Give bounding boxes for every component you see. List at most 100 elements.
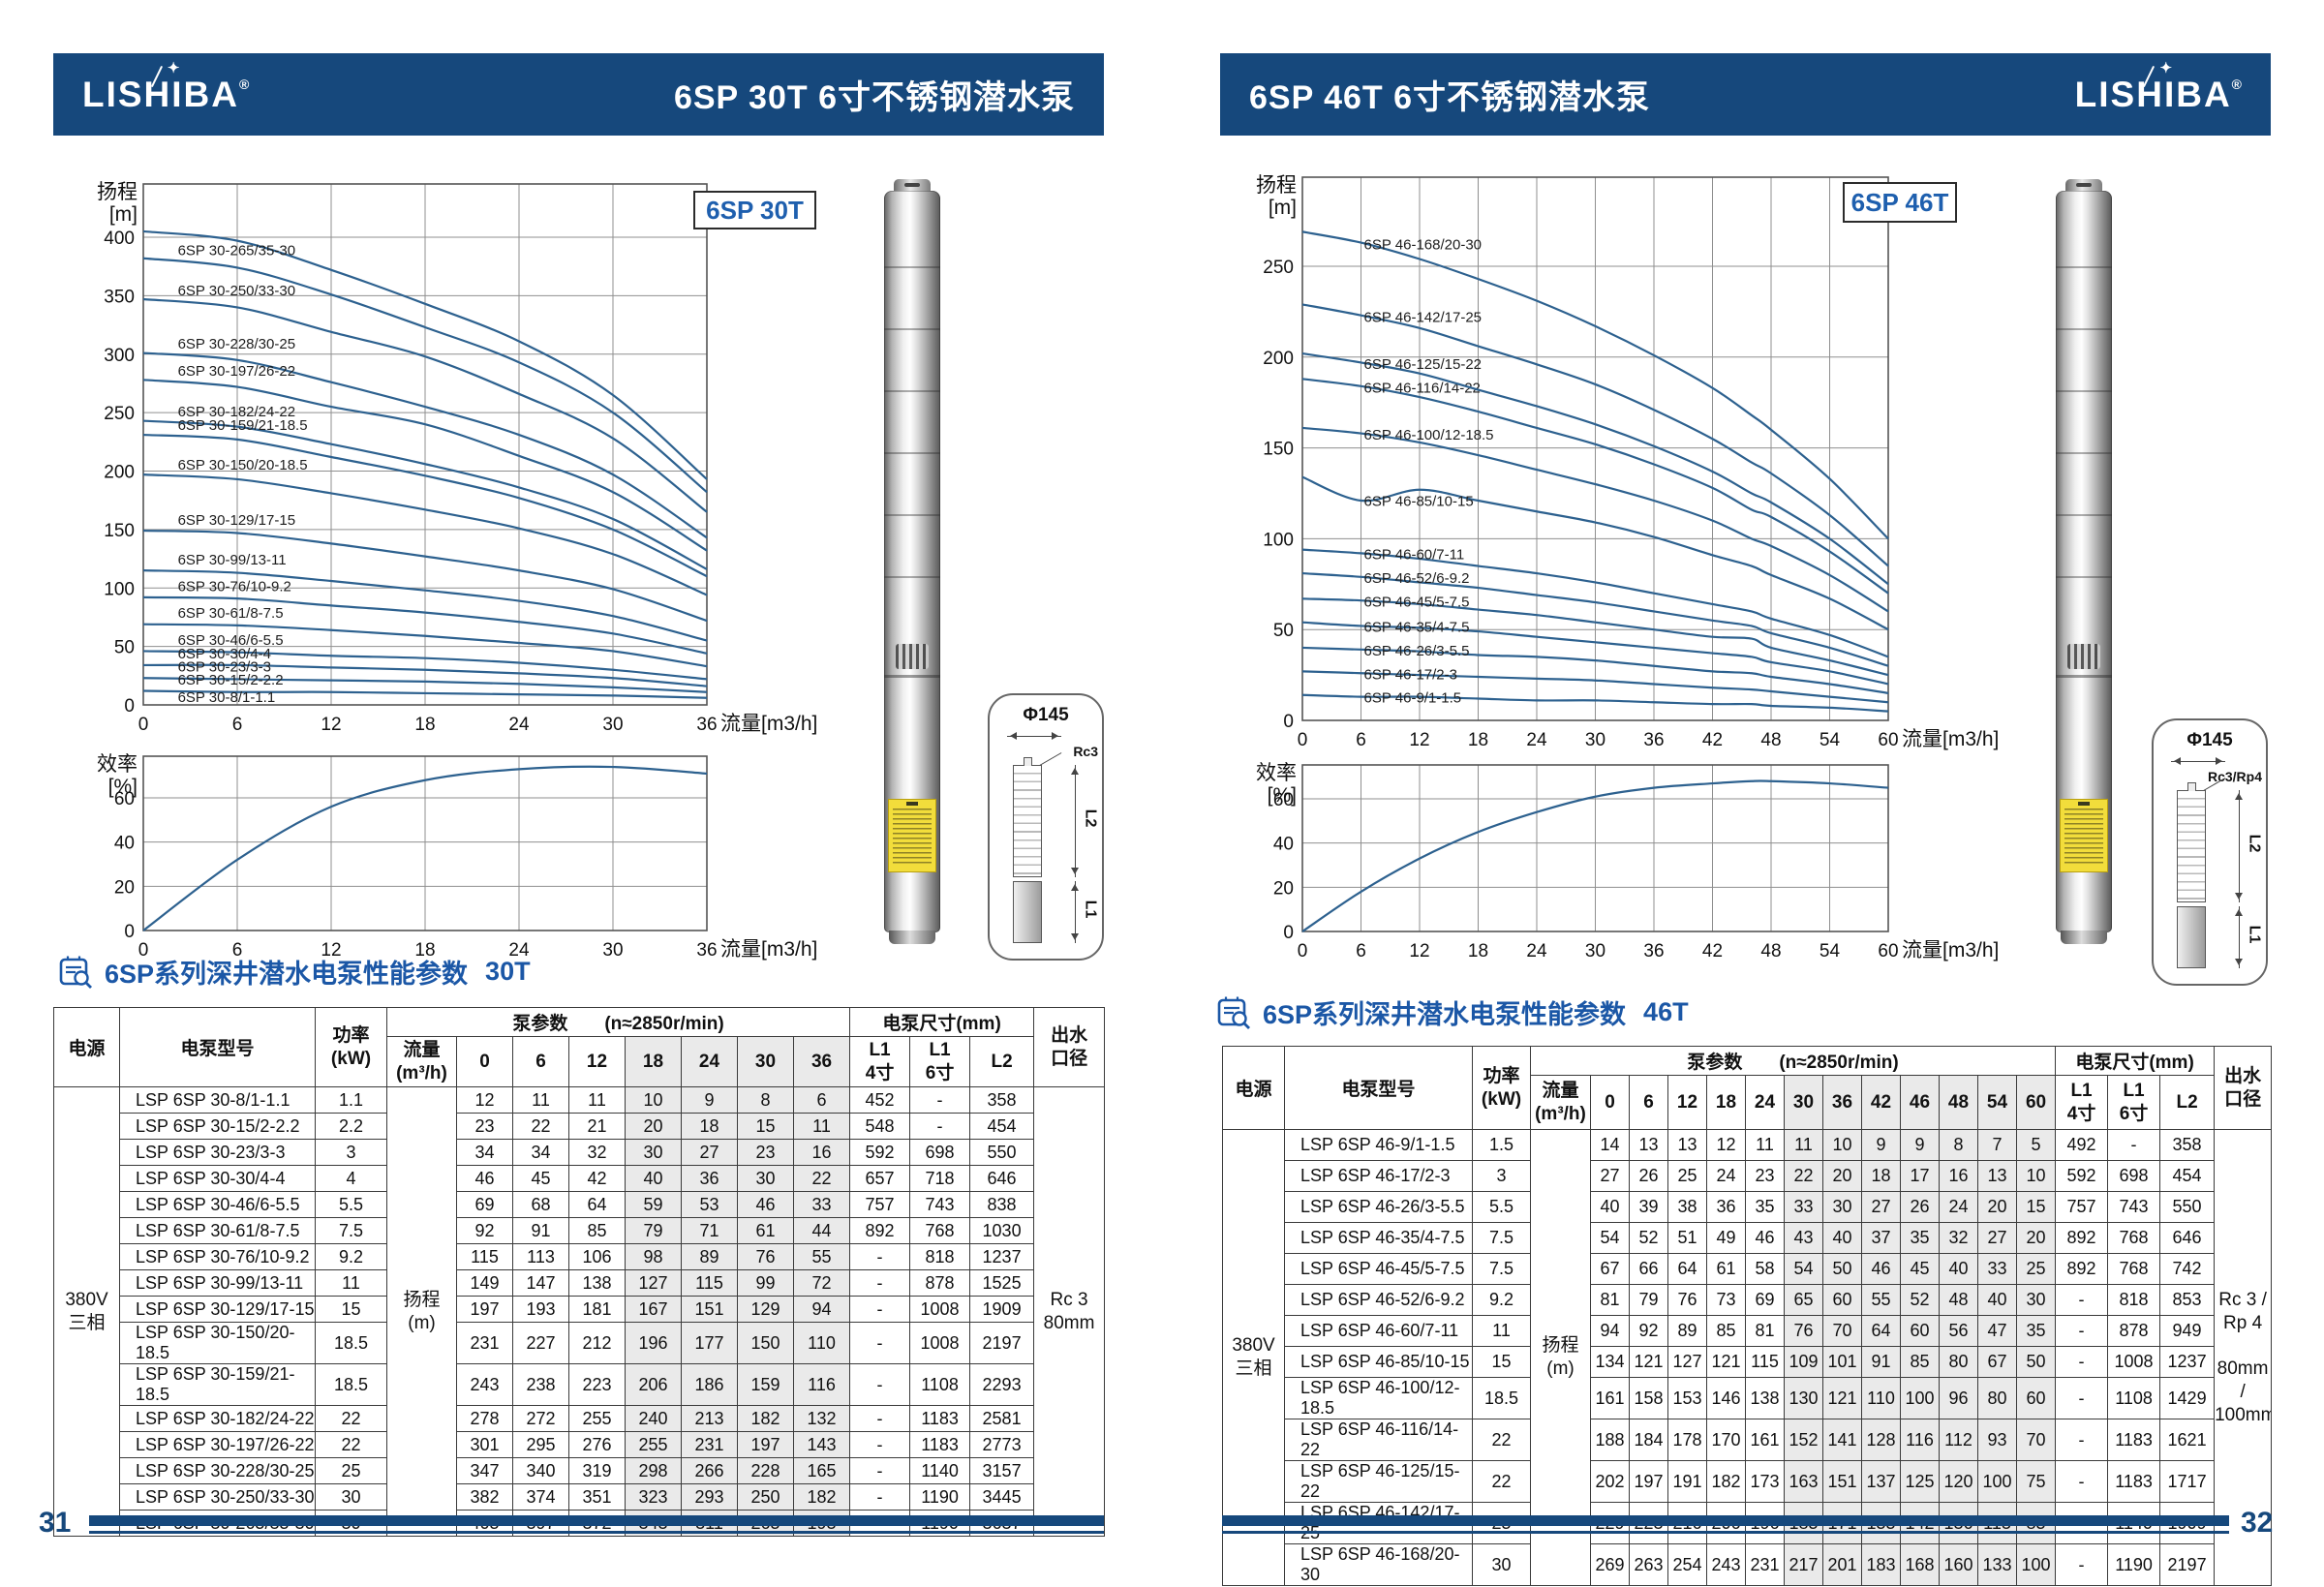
curve-label: 6SP 30-15/2-2.2 xyxy=(178,672,284,688)
head-value-cell: 182 xyxy=(792,1483,851,1511)
power-cell: 30 xyxy=(1472,1543,1531,1586)
head-value-cell: 184 xyxy=(1629,1419,1668,1461)
pump-coupling-band xyxy=(2056,675,2112,678)
head-value-cell: 231 xyxy=(456,1322,513,1364)
y-axis-title: [m] xyxy=(1269,197,1297,219)
power-cell: 3 xyxy=(315,1139,387,1166)
l1-6-cell: 1108 xyxy=(909,1363,971,1406)
head-value-cell: 196 xyxy=(625,1322,682,1364)
head-value-cell: 115 xyxy=(1745,1346,1785,1378)
l1-6-cell: 1183 xyxy=(909,1431,971,1458)
head-value-cell: 27 xyxy=(681,1139,738,1166)
l1-4-cell: 492 xyxy=(2055,1129,2109,1161)
model-cell: LSP 6SP 46-168/20-30 xyxy=(1284,1543,1473,1586)
pump-warning-label xyxy=(888,799,936,872)
y-tick-label: 250 xyxy=(104,404,135,424)
table-row: LSP 6SP 30-46/6-5.5 5.5 69 68 64 59 53 46 33 757 7… xyxy=(54,1191,1105,1218)
efficiency-chart-46t: 0 6 12 18 24 30 36 42 48 54 60 0 20 40 60 效率 [%] 流量[m3/h] xyxy=(1247,750,2022,963)
head-value-cell: 133 xyxy=(1977,1543,2017,1586)
curve-label: 6SP 30-76/10-9.2 xyxy=(178,578,291,595)
table-row: LSP 6SP 30-250/33-30 30 382 374 351 323 293 250… xyxy=(54,1483,1105,1511)
model-cell: LSP 6SP 46-52/6-9.2 xyxy=(1284,1284,1473,1316)
curve-label: 6SP 46-9/1-1.5 xyxy=(1364,690,1462,707)
head-value-cell: 129 xyxy=(737,1296,794,1323)
l2-cell: 949 xyxy=(2159,1315,2216,1347)
voltage-cell: 380V 三相 xyxy=(1222,1129,1285,1586)
page-header-30t: ✦ LISHIBA® 6SP 30T 6寸不锈钢潜水泵 xyxy=(53,53,1104,136)
l1-4-cell: - xyxy=(849,1269,911,1297)
head-value-cell: 71 xyxy=(681,1217,738,1244)
l1-4-cell: 892 xyxy=(2055,1222,2109,1254)
head-value-cell: 60 xyxy=(1900,1315,1940,1347)
y-tick-label: 50 xyxy=(1273,621,1294,641)
head-value-cell: 37 xyxy=(1861,1222,1901,1254)
chart-series-badge-30t: 6SP 30T xyxy=(693,191,816,229)
table-row: LSP 6SP 46-17/2-3 3 27 26 25 24 23 22 20 18 17 16 13… xyxy=(1223,1160,2272,1192)
col-flow-6: 6 xyxy=(1629,1075,1668,1130)
l1-4-cell: - xyxy=(2055,1543,2109,1586)
head-value-cell: 36 xyxy=(681,1165,738,1192)
y-tick-label: 40 xyxy=(1273,835,1294,855)
head-flow-chart-46t: 0 6 12 18 24 30 36 42 48 54 60 0 50 100 150 200 250 扬程 [m]… xyxy=(1247,140,2022,760)
head-value-cell: 69 xyxy=(1745,1284,1785,1316)
head-value-cell: 99 xyxy=(737,1269,794,1297)
pump-photo-46t xyxy=(2053,179,2115,944)
head-value-cell: 48 xyxy=(1939,1284,1978,1316)
col-dimensions: 电泵尺寸(mm) xyxy=(2055,1046,2216,1076)
power-cell: 22 xyxy=(315,1431,387,1458)
head-value-cell: 183 xyxy=(1861,1543,1901,1586)
head-value-cell: 263 xyxy=(1629,1543,1668,1586)
outlet-cell: Rc 3 80mm xyxy=(1033,1086,1106,1537)
pump-stage-joints xyxy=(2056,206,2112,630)
curve-label: 6SP 46-85/10-15 xyxy=(1364,493,1474,509)
footer-accent-line xyxy=(1222,1531,2229,1534)
x-tick-label: 12 xyxy=(321,715,341,735)
power-cell: 5.5 xyxy=(1472,1191,1531,1223)
page-title: 6SP 46T 6寸不锈钢潜水泵 xyxy=(1249,79,1651,116)
pump-curve xyxy=(142,663,708,687)
head-value-cell: 91 xyxy=(1861,1346,1901,1378)
curve-label: 6SP 30-150/20-18.5 xyxy=(178,457,308,473)
x-tick-label: 12 xyxy=(1409,730,1429,750)
y-tick-label: 400 xyxy=(104,229,135,249)
l2-cell: 646 xyxy=(969,1165,1035,1192)
head-value-cell: 121 xyxy=(1629,1346,1668,1378)
col-dimensions: 电泵尺寸(mm) xyxy=(849,1007,1035,1037)
head-value-cell: 197 xyxy=(737,1431,794,1458)
pump-stage-joints xyxy=(884,206,940,630)
x-axis-title: 流量[m3/h] xyxy=(720,938,817,961)
power-cell: 22 xyxy=(1472,1419,1531,1461)
head-value-cell: 11 xyxy=(1745,1129,1785,1161)
head-value-cell: 177 xyxy=(681,1322,738,1364)
head-value-cell: 231 xyxy=(681,1431,738,1458)
power-cell: 1.1 xyxy=(315,1086,387,1114)
head-value-cell: 182 xyxy=(1706,1460,1746,1503)
head-value-cell: 11 xyxy=(568,1086,626,1114)
logo-star-icon: ✦ xyxy=(167,59,180,76)
trademark-symbol: ® xyxy=(2231,76,2242,92)
head-value-cell: 23 xyxy=(456,1113,513,1140)
y-axis-title: 扬程 xyxy=(1256,174,1297,197)
table-row: LSP 6SP 46-45/5-7.5 7.5 67 66 64 61 58 54 50 46 45… xyxy=(1223,1253,2272,1285)
head-value-cell: 52 xyxy=(1629,1222,1668,1254)
pump-top-cap xyxy=(894,179,931,193)
head-value-cell: 11 xyxy=(1784,1129,1823,1161)
table-row: LSP 6SP 46-52/6-9.2 9.2 81 79 76 73 69 65 60 55 52… xyxy=(1223,1284,2272,1316)
y-tick-label: 100 xyxy=(1263,530,1294,550)
head-value-cell: 217 xyxy=(1784,1543,1823,1586)
model-cell: LSP 6SP 30-46/6-5.5 xyxy=(119,1191,316,1218)
y-tick-label: 0 xyxy=(124,922,135,942)
head-value-cell: 54 xyxy=(1784,1253,1823,1285)
head-value-cell: 33 xyxy=(1977,1253,2017,1285)
x-tick-label: 60 xyxy=(1878,730,1898,750)
table-row: LSP 6SP 30-182/24-22 22 278 272 255 240 213 182… xyxy=(54,1405,1105,1432)
dimension-diagram-30t: Φ145 Rc3 L2 L1 xyxy=(988,693,1104,961)
section-title-text: 6SP系列深井潜水电泵性能参数 xyxy=(1263,1000,1627,1029)
power-cell: 11 xyxy=(315,1269,387,1297)
head-value-cell: 181 xyxy=(568,1296,626,1323)
y-tick-label: 0 xyxy=(1283,712,1294,732)
performance-table-30t: 电源 电泵型号 功率 (kW) 泵参数 (n≈2850r/min) 电泵尺寸(mm) 出水… xyxy=(53,1007,1106,1537)
head-value-cell: 13 xyxy=(1629,1129,1668,1161)
power-cell: 1.5 xyxy=(1472,1129,1531,1161)
l2-cell: 838 xyxy=(969,1191,1035,1218)
